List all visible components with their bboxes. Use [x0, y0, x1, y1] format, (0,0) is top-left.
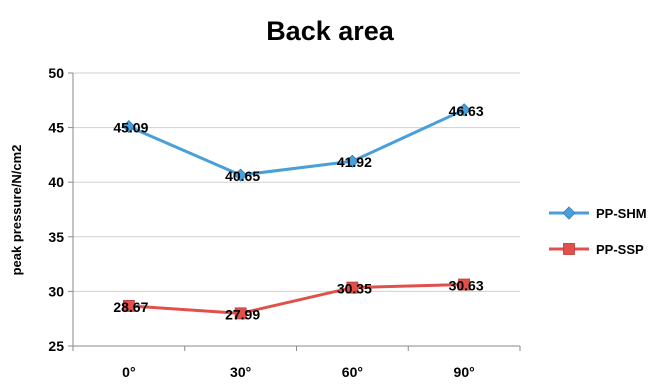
- data-point: [457, 103, 471, 117]
- data-point: [122, 120, 136, 134]
- x-tick-label: 0°: [122, 364, 135, 380]
- x-tick-label: 30°: [230, 364, 251, 380]
- series-line-pp-shm: [128, 108, 465, 177]
- data-label: 40.65: [225, 168, 260, 184]
- legend: PP-SHM PP-SSP: [549, 206, 647, 257]
- data-point: [122, 300, 135, 312]
- y-axis-label: peak pressure/N/cm2: [9, 145, 24, 276]
- data-label: 30.63: [449, 278, 484, 294]
- data-label: 30.35: [337, 281, 372, 297]
- data-label: 45.09: [113, 120, 148, 136]
- data-label: 46.63: [449, 103, 484, 119]
- legend-label: PP-SHM: [596, 206, 647, 221]
- legend-marker: [563, 243, 575, 255]
- x-tick-label: 60°: [342, 364, 363, 380]
- legend-label: PP-SSP: [596, 242, 644, 257]
- x-tick-label: 90°: [454, 364, 475, 380]
- y-tick-label: 40: [48, 174, 64, 190]
- y-tick-label: 45: [48, 120, 64, 136]
- y-tick-label: 35: [48, 229, 64, 245]
- data-point: [345, 154, 359, 168]
- gridlines: [73, 72, 520, 292]
- data-label: 27.99: [225, 306, 260, 322]
- legend-marker: [562, 206, 576, 220]
- data-point: [234, 168, 248, 182]
- data-point: [458, 278, 471, 291]
- series: [122, 103, 471, 320]
- axes: 25 30 35 40 45 50 0° 30° 60° 90°: [48, 65, 521, 380]
- data-point: [234, 307, 247, 320]
- data-label: 28.67: [113, 299, 148, 315]
- y-tick-label: 50: [48, 65, 64, 81]
- data-label: 41.92: [337, 154, 372, 170]
- y-tick-label: 25: [48, 338, 64, 354]
- series-line-pp-ssp: [128, 283, 465, 315]
- data-labels: 45.09 40.65 41.92 46.63 28.67 27.99 30.35 30.63: [113, 103, 483, 323]
- chart-title: Back area: [266, 16, 395, 46]
- data-point: [346, 281, 359, 294]
- y-tick-label: 30: [48, 283, 64, 299]
